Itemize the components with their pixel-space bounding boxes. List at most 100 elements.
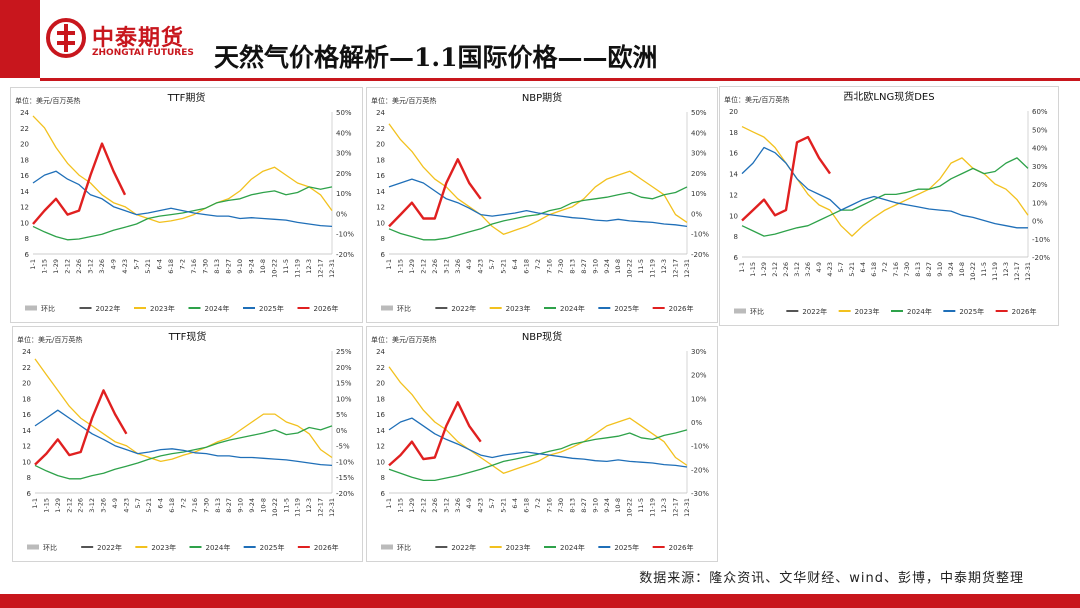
chart-title: NBP期货	[522, 91, 562, 104]
y2-tick-label: 50%	[336, 109, 352, 117]
x-tick-label: 12-3	[660, 259, 668, 274]
x-tick-label: 3-12	[87, 259, 95, 274]
x-tick-label: 5-7	[134, 498, 142, 509]
series-line-2023年	[388, 366, 688, 474]
y-tick-label: 12	[20, 204, 29, 212]
y-tick-label: 22	[20, 125, 29, 133]
y-tick-label: 18	[22, 395, 31, 403]
x-tick-label: 7-2	[179, 259, 187, 270]
legend-label: 2023年	[150, 304, 175, 313]
x-tick-label: 8-27	[580, 259, 588, 274]
series-line-2026年	[388, 401, 482, 467]
legend-label: 2026年	[669, 304, 694, 313]
page-title: 天然气价格解析—1.1国际价格——欧洲	[214, 43, 658, 72]
legend-label: 2025年	[614, 304, 639, 313]
x-tick-label: 12-31	[328, 259, 336, 278]
x-tick-label: 9-10	[591, 498, 599, 513]
y-tick-label: 20	[729, 108, 738, 116]
x-tick-label: 10-8	[958, 262, 966, 277]
x-tick-label: 11-19	[991, 262, 999, 281]
x-tick-label: 12-17	[1013, 262, 1021, 281]
x-tick-label: 7-30	[557, 498, 565, 513]
x-tick-label: 8-13	[568, 259, 576, 274]
y-tick-label: 10	[729, 212, 738, 220]
y2-tick-label: -20%	[336, 251, 354, 259]
series-line-2025年	[32, 170, 333, 228]
y-tick-label: 18	[376, 156, 385, 164]
y-tick-label: 6	[25, 251, 30, 259]
y-tick-label: 24	[20, 109, 29, 117]
y2-tick-label: 0%	[336, 210, 347, 218]
x-tick-label: 1-1	[738, 262, 746, 273]
x-tick-label: 9-10	[591, 259, 599, 274]
chart-ttf-spot: 单位：美元/百万英热 TTF现货 6 8 10 12 14 16 18 20 22 24 -20% -15…	[17, 330, 354, 552]
y2-tick-label: 30%	[1032, 163, 1048, 171]
chart-nbp-spot: 单位：美元/百万英热 NBP现货 6 8 10 12 14 16 18 20 22 24 -30% -20…	[371, 330, 709, 552]
x-tick-label: 8-27	[225, 259, 233, 274]
chart-panel-ttf-spot: 单位：美元/百万英热 TTF现货 6 8 10 12 14 16 18 20 22 24 -20% -15…	[12, 326, 363, 562]
legend-label: 环比	[397, 304, 411, 313]
x-tick-label: 7-30	[202, 259, 210, 274]
y-tick-label: 16	[376, 411, 385, 419]
x-tick-label: 2-26	[431, 259, 439, 274]
x-tick-label: 10-22	[626, 259, 634, 278]
y2-tick-label: -10%	[691, 231, 709, 239]
x-tick-label: 12-17	[672, 259, 680, 278]
x-tick-label: 12-31	[328, 498, 336, 517]
x-tick-label: 8-13	[568, 498, 576, 513]
y-tick-label: 14	[376, 427, 385, 435]
x-tick-label: 11-19	[294, 259, 302, 278]
y-tick-label: 10	[376, 219, 385, 227]
y2-tick-label: -30%	[691, 490, 709, 498]
legend-label: 2024年	[206, 543, 231, 552]
x-tick-label: 4-23	[121, 259, 129, 274]
y2-tick-label: -10%	[1032, 236, 1050, 244]
x-tick-label: 9-10	[936, 262, 944, 277]
x-tick-label: 7-2	[534, 259, 542, 270]
x-tick-label: 4-23	[477, 259, 485, 274]
chart-title: TTF期货	[167, 91, 206, 104]
legend-label: 2022年	[802, 307, 827, 316]
legend-label: 2023年	[506, 543, 531, 552]
legend-label: 2025年	[259, 304, 284, 313]
x-tick-label: 7-2	[534, 498, 542, 509]
x-tick-label: 2-12	[419, 498, 427, 513]
y2-tick-label: 40%	[691, 129, 707, 137]
x-tick-label: 7-16	[545, 259, 553, 274]
legend-label: 环比	[41, 304, 55, 313]
series-line-2026年	[32, 142, 127, 225]
x-tick-label: 5-7	[488, 259, 496, 270]
x-tick-label: 5-7	[488, 498, 496, 509]
y2-tick-label: 15%	[336, 380, 352, 388]
legend-label: 2025年	[260, 543, 285, 552]
x-tick-label: 9-10	[236, 259, 244, 274]
y2-tick-label: 10%	[691, 190, 707, 198]
x-tick-label: 6-4	[859, 262, 867, 273]
x-tick-label: 3-26	[454, 498, 462, 513]
x-tick-label: 2-12	[64, 259, 72, 274]
x-tick-label: 8-13	[914, 262, 922, 277]
y2-tick-label: 0%	[691, 210, 702, 218]
y2-tick-label: -20%	[691, 251, 709, 259]
y2-tick-label: 20%	[336, 170, 352, 178]
x-tick-label: 7-30	[903, 262, 911, 277]
y-tick-label: 6	[381, 251, 386, 259]
x-tick-label: 12-17	[317, 498, 325, 517]
legend-label: 2023年	[506, 304, 531, 313]
y-tick-label: 8	[27, 474, 31, 482]
series-line-2024年	[741, 157, 1029, 237]
x-tick-label: 1-1	[385, 498, 393, 509]
x-tick-label: 10-8	[259, 498, 267, 513]
y2-tick-label: -5%	[336, 443, 350, 451]
x-tick-label: 7-30	[202, 498, 210, 513]
x-tick-label: 2-12	[771, 262, 779, 277]
series-line-2025年	[741, 146, 1028, 229]
y-tick-label: 14	[729, 171, 738, 179]
legend-label: 2026年	[669, 543, 694, 552]
legend-label: 2024年	[560, 543, 585, 552]
x-tick-label: 1-15	[396, 259, 404, 274]
x-tick-label: 7-2	[180, 498, 188, 509]
y-tick-label: 8	[25, 235, 29, 243]
chart-panel-nbp-spot: 单位：美元/百万英热 NBP现货 6 8 10 12 14 16 18 20 22 24 -30% -20…	[366, 326, 718, 562]
y2-tick-label: -20%	[691, 466, 709, 474]
